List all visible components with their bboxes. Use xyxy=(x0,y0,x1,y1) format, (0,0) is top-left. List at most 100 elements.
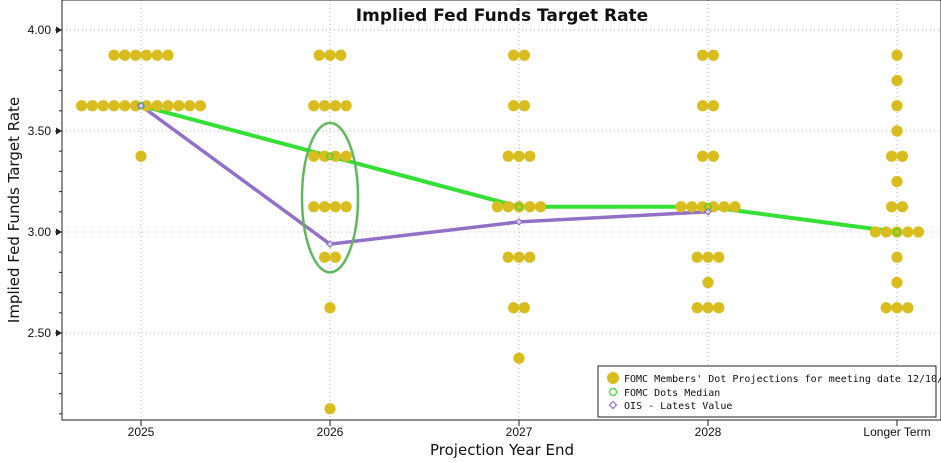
fomc-dot xyxy=(507,49,520,61)
fomc-dot xyxy=(130,49,142,61)
fomc-dot xyxy=(702,276,714,289)
fomc-dot xyxy=(713,302,725,314)
legend-median-marker xyxy=(608,387,618,397)
fomc-dot xyxy=(697,150,709,162)
fomc-dot xyxy=(707,49,720,61)
fomc-dot xyxy=(313,49,325,61)
fomc-dot xyxy=(513,150,525,162)
x-tick-label: 2028 xyxy=(695,425,722,439)
fomc-dot xyxy=(713,251,725,263)
fomc-dot xyxy=(697,201,709,213)
x-tick-label: Longer Term xyxy=(863,425,930,439)
fomc-dot xyxy=(507,302,520,314)
fomc-dot xyxy=(891,251,903,263)
legend-label-ois: OIS - Latest Value xyxy=(624,401,732,412)
fomc-dot xyxy=(702,302,714,314)
fomc-dot xyxy=(329,251,341,263)
x-axis-label: Projection Year End xyxy=(430,441,574,459)
fomc-dot xyxy=(891,226,903,238)
ois-marker xyxy=(515,217,523,226)
y-tick-label: 3.50 xyxy=(28,124,52,138)
fomc-dot xyxy=(97,100,109,112)
fomc-dot xyxy=(308,100,320,112)
chart-title: Implied Fed Funds Target Rate xyxy=(356,6,648,26)
fomc-dot xyxy=(518,49,531,61)
y-tick-label: 3.00 xyxy=(28,225,52,239)
median-marker xyxy=(893,228,901,236)
fomc-dot xyxy=(891,74,903,87)
fomc-dot xyxy=(891,175,903,188)
fomc-dot xyxy=(518,302,531,314)
fomc-dot xyxy=(691,302,703,314)
line-markers xyxy=(137,101,901,249)
fomc-dot xyxy=(151,100,163,112)
ois-line xyxy=(139,104,710,246)
fomc-dot xyxy=(173,100,185,112)
median-marker xyxy=(326,152,334,161)
fomc-dot xyxy=(340,201,352,213)
fomc-dot xyxy=(718,201,730,213)
fomc-dot xyxy=(513,201,525,213)
fomc-dot xyxy=(896,150,909,162)
fomc-dot xyxy=(319,201,331,213)
fomc-dot xyxy=(184,100,196,112)
fomc-dot xyxy=(524,201,536,213)
fomc-dot xyxy=(513,251,525,263)
legend-dot-marker xyxy=(607,372,619,384)
fomc-dot xyxy=(329,100,341,112)
fomc-dot xyxy=(86,100,98,112)
fomc-dot xyxy=(707,150,720,162)
fomc-dot xyxy=(308,150,320,162)
fomc-dot xyxy=(335,49,347,61)
y-tick-arrow xyxy=(56,228,62,236)
grid-lines xyxy=(62,0,941,420)
fomc-dot xyxy=(686,201,698,213)
fomc-dot xyxy=(108,49,120,61)
fomc-dot xyxy=(76,100,88,112)
fomc-dot xyxy=(308,201,320,213)
fomc-dot xyxy=(902,226,914,238)
fomc-dot xyxy=(502,150,514,162)
median-marker xyxy=(515,202,523,211)
y-tick-arrow xyxy=(56,26,62,34)
fomc-dot xyxy=(140,49,152,61)
y-axis-label: Implied Fed Funds Target Rate xyxy=(5,97,23,323)
fomc-dot xyxy=(697,100,709,112)
fomc-dot xyxy=(162,100,174,112)
fomc-dot xyxy=(869,226,882,238)
fomc-dot xyxy=(535,201,547,213)
fomc-dot xyxy=(891,125,903,137)
fomc-dot xyxy=(151,49,163,61)
fomc-dot xyxy=(896,201,909,213)
fomc-dot xyxy=(119,100,131,112)
fomc-dot xyxy=(707,201,720,213)
fomc-dot xyxy=(319,251,331,263)
legend-label-median: FOMC Dots Median xyxy=(624,388,720,399)
y-tick-label: 4.00 xyxy=(28,23,52,37)
fomc-dot xyxy=(880,302,892,314)
y-tick-arrow xyxy=(56,329,62,337)
ois-marker xyxy=(704,207,712,216)
y-tick-arrow xyxy=(56,127,62,135)
fomc-dot xyxy=(340,100,352,112)
dot-projections xyxy=(76,49,925,415)
fomc-dot xyxy=(329,150,341,162)
fomc-dot xyxy=(702,251,714,263)
fomc-dot xyxy=(891,100,903,112)
legend-label-dots: FOMC Members' Dot Projections for meetin… xyxy=(624,374,941,385)
fomc-dot xyxy=(891,276,903,289)
fomc-dot xyxy=(880,226,892,238)
x-axis-ticks: 2025 2026 2027 2028 Longer Term xyxy=(128,420,931,439)
fomc-dot xyxy=(891,49,903,61)
fomc-dot xyxy=(130,100,142,112)
fomc-dot xyxy=(119,49,131,61)
fomc-dot xyxy=(319,150,331,162)
legend-box xyxy=(597,365,937,418)
fomc-dot xyxy=(324,302,336,314)
fomc-dot xyxy=(329,201,341,213)
fomc-dot xyxy=(513,352,525,364)
fomc-dot xyxy=(491,201,503,213)
x-tick-label: 2027 xyxy=(506,425,533,439)
legend-ois-marker xyxy=(608,400,618,410)
